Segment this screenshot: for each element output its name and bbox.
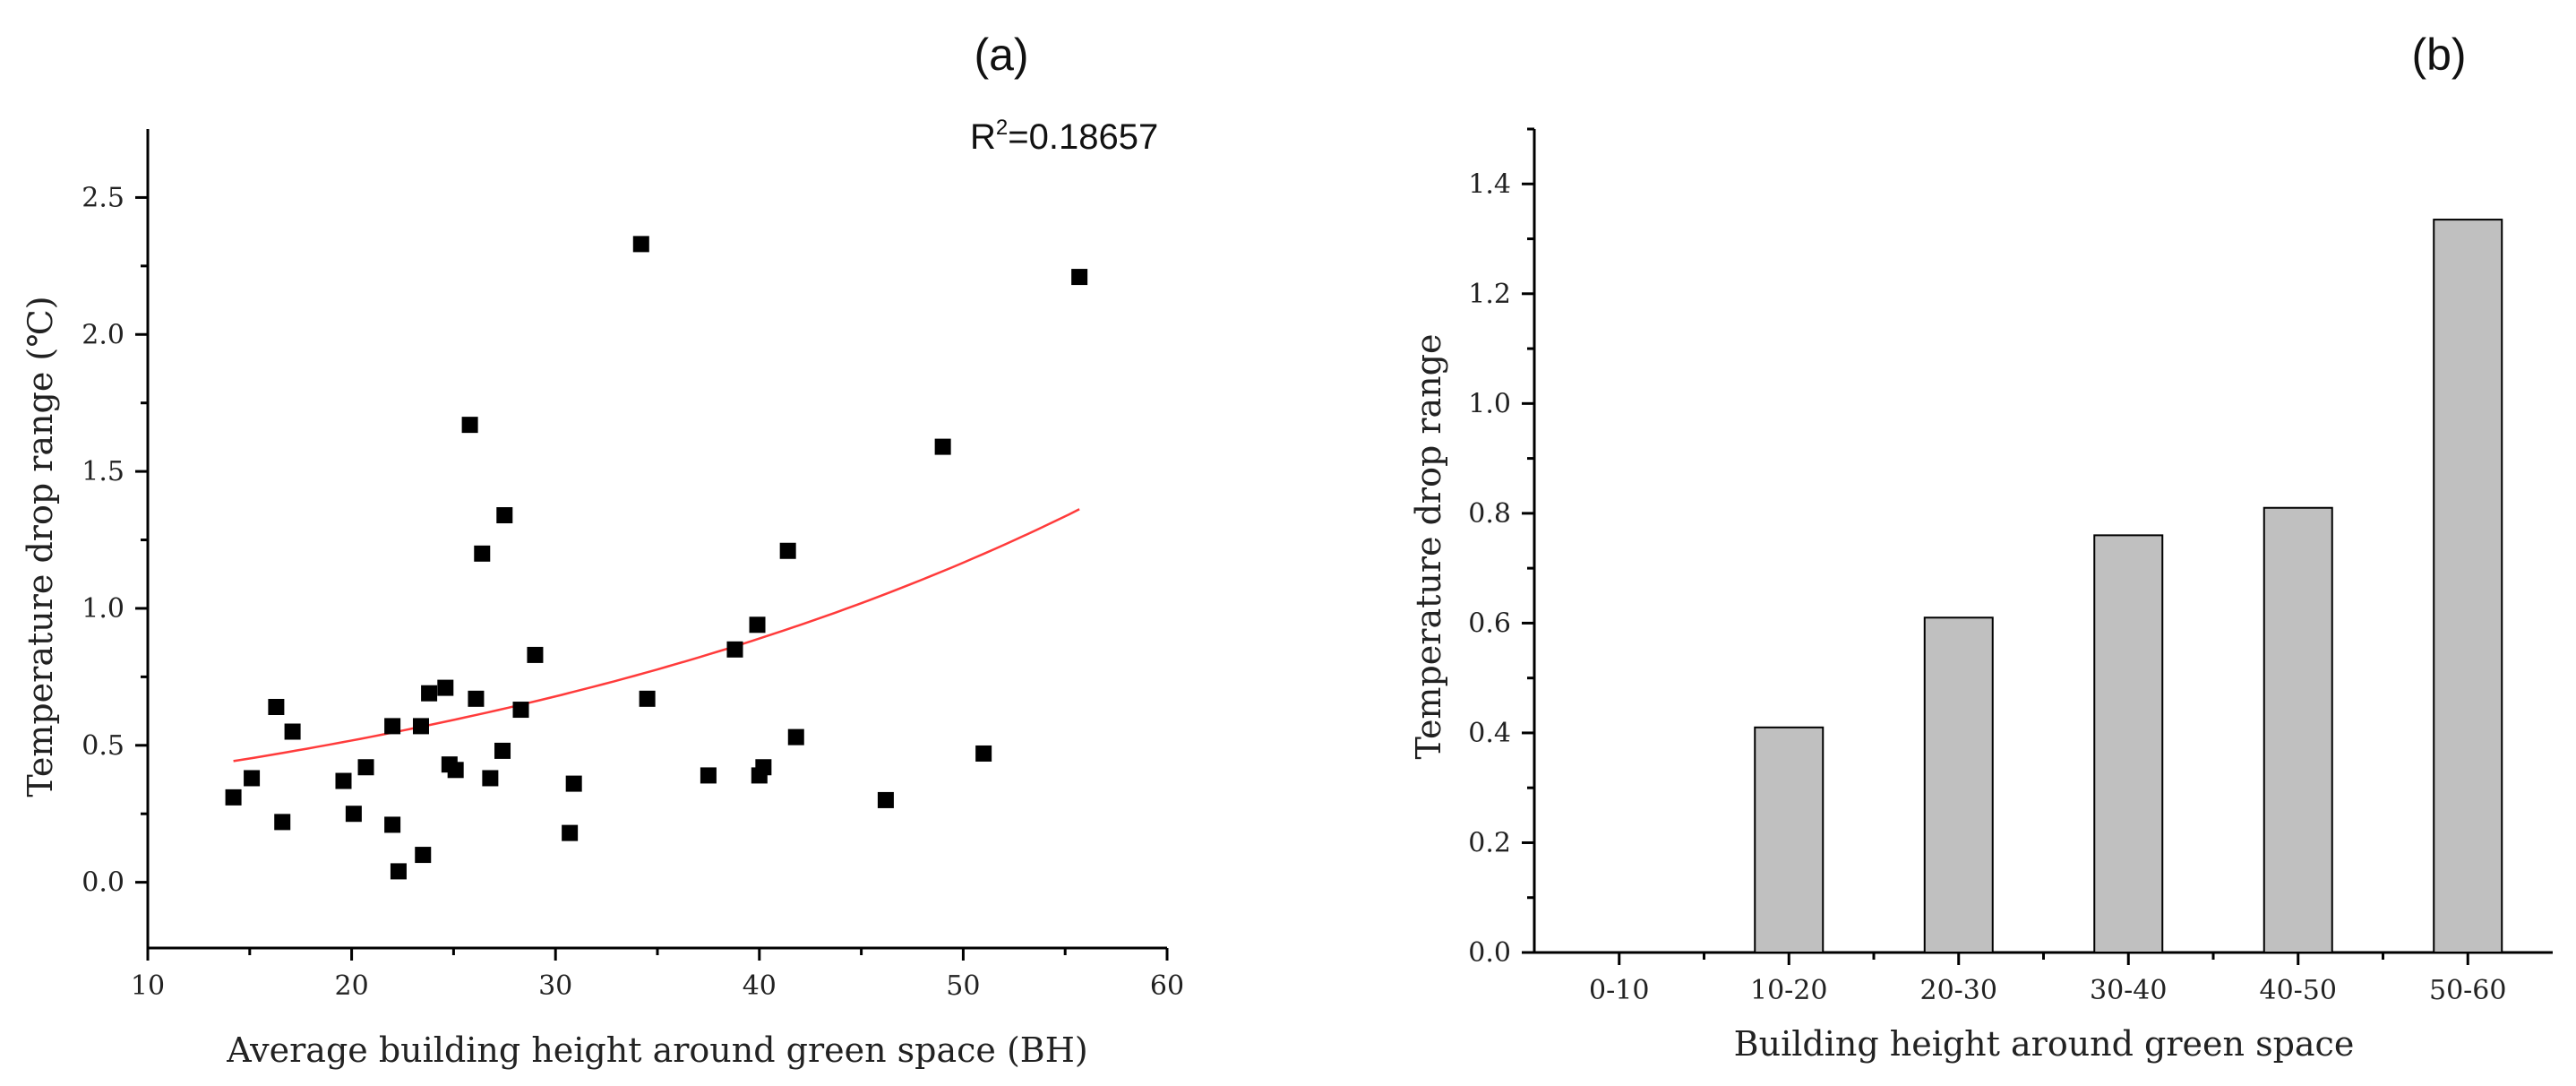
data-point [225,789,242,806]
data-point [975,745,992,762]
panel-a-y-axis-title: Temperature drop range (℃) [21,296,60,797]
data-point [412,718,429,735]
data-point [700,767,717,784]
bar-40-50 [2263,506,2333,953]
panel-a-x-tick-label: 40 [743,970,777,1002]
data-point [494,742,511,759]
panel-a-y-tick-label: 1.0 [82,593,125,625]
panel-b-x-tick-label: 20-30 [1920,975,1997,1006]
data-point [562,824,579,841]
data-point [468,690,485,707]
panel-b-y-tick-label: 1.0 [1468,388,1511,419]
data-point [274,814,291,831]
bar-10-20 [1754,726,1825,953]
data-point [934,438,951,455]
data-point [447,762,464,779]
panel-b-y-tick-label: 0.2 [1468,827,1511,858]
data-point [284,723,301,740]
data-point [437,679,454,696]
panel-a-fit-curve [233,508,1080,763]
panel-a-y-tick-label: 0.5 [82,730,125,762]
data-point [415,847,432,864]
panel-a-points [225,236,1088,880]
panel-a-y-tick-label: 0.0 [82,867,125,899]
data-point [384,816,401,833]
data-point [268,698,285,715]
panel-a-r2-annotation: R2=0.18657 [970,116,1158,157]
panel-b-y-tick-label: 0.8 [1468,498,1511,530]
panel-a-label: (a) [974,30,1028,80]
panel-b-y-tick-label: 1.4 [1468,168,1511,200]
panel-a-y-tick-label: 2.5 [82,182,125,213]
panel-b-x-tick-label: 50-60 [2429,975,2506,1006]
data-point [384,718,401,735]
panel-b-x-tick-label: 30-40 [2090,975,2167,1006]
panel-a-x-ticks: 10 20 30 40 50 60 [131,948,1184,1002]
data-point [512,702,529,719]
data-point [482,770,499,787]
panel-b-x-ticks: 0-10 10-20 20-30 30-40 40-50 50-60 [1589,952,2506,1006]
panel-b-y-tick-label: 0.0 [1468,937,1511,969]
data-point [527,646,544,663]
data-point [639,690,656,707]
data-point [1071,269,1088,286]
data-point [755,759,772,776]
data-point [496,507,513,524]
panel-a-x-tick-label: 20 [335,970,369,1002]
data-point [335,772,352,789]
panel-a-y-tick-label: 2.0 [82,319,125,350]
panel-b-x-tick-label: 40-50 [2260,975,2337,1006]
panel-b-bars [1754,219,2503,954]
panel-b-x-tick-label: 0-10 [1589,975,1649,1006]
panel-a-x-tick-label: 60 [1150,970,1184,1002]
data-point [461,417,478,434]
panel-b-y-axis-title: Temperature drop range [1409,334,1448,760]
panel-a-y-tick-label: 1.5 [82,456,125,487]
panel-b-x-axis-title: Building height around green space [1734,1024,2355,1064]
panel-b-y-tick-label: 1.2 [1468,279,1511,310]
panel-a-y-ticks: 0.0 0.5 1.0 1.5 2.0 2.5 [82,182,148,899]
data-point [345,806,362,823]
data-point [632,236,649,253]
data-point [357,759,374,776]
panel-b-y-tick-label: 0.6 [1468,608,1511,639]
panel-b-label: (b) [2411,30,2466,80]
panel-a: (a) 0.0 0.5 1.0 1.5 2.0 2.5 10 20 30 40 50 60 R2=0… [21,30,1184,1070]
panel-b-y-ticks: 0.0 0.2 0.4 0.6 0.8 1.0 1.2 1.4 [1468,127,1534,969]
panel-b: (b) 0.0 0.2 0.4 0.6 0.8 1.0 1.2 1.4 0-10 10-20 20… [1409,30,2553,1064]
panel-a-x-tick-label: 50 [946,970,980,1002]
data-point [565,775,582,792]
data-point [787,728,804,746]
panel-a-x-axis-title: Average building height around green spa… [226,1030,1087,1070]
data-point [244,770,261,787]
bar-50-60 [2433,219,2503,953]
data-point [779,542,796,559]
data-point [390,863,407,880]
data-point [749,616,766,634]
data-point [726,641,743,658]
panel-a-x-tick-label: 30 [538,970,572,1002]
panel-a-x-tick-label: 10 [131,970,165,1002]
panel-b-x-tick-label: 10-20 [1750,975,1827,1006]
data-point [877,791,894,808]
bar-20-30 [1923,616,1994,953]
bar-30-40 [2093,534,2164,954]
data-point [421,685,438,702]
data-point [474,545,491,562]
panel-b-y-tick-label: 0.4 [1468,718,1511,749]
